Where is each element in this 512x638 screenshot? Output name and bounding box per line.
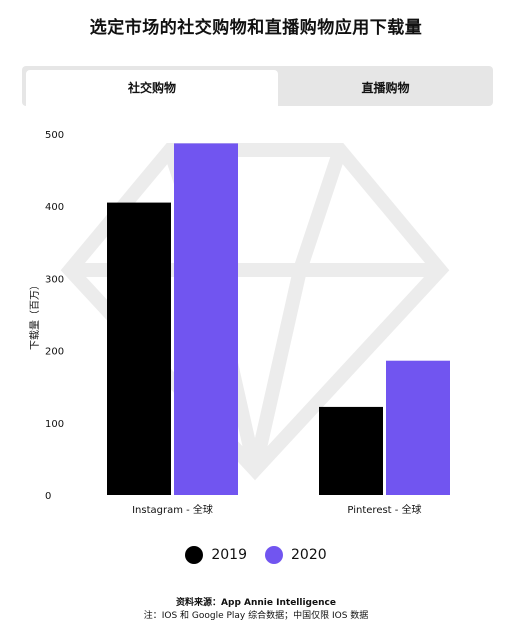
legend-item-2019[interactable]: 2019 — [185, 546, 247, 564]
note-text: 注：IOS 和 Google Play 综合数据；中国仅限 IOS 数据 — [143, 611, 369, 621]
bar-2020-1 — [386, 360, 450, 495]
bar-2019-0 — [107, 202, 171, 495]
x-tick-label: Pinterest - 全球 — [347, 503, 421, 516]
legend: 2019 2020 — [0, 543, 512, 567]
legend-label-2020: 2020 — [291, 547, 327, 563]
y-tick-label: 0 — [45, 491, 51, 502]
y-tick-label: 500 — [45, 130, 64, 141]
bar-chart: 0 100 200 300 400 500 下载量（百万） Instagram - 全球 Pin… — [29, 130, 450, 516]
bar-2019-1 — [319, 406, 383, 495]
tab-live-shopping[interactable]: 直播购物 — [361, 81, 410, 95]
legend-swatch-2020 — [265, 546, 283, 564]
chart-title: 选定市场的社交购物和直播购物应用下载量 — [89, 18, 423, 38]
legend-label-2019: 2019 — [211, 547, 247, 563]
legend-item-2020[interactable]: 2020 — [265, 546, 327, 564]
legend-swatch-2019 — [185, 546, 204, 564]
x-tick-label: Instagram - 全球 — [132, 503, 213, 516]
y-tick-label: 200 — [45, 347, 64, 358]
y-tick-label: 100 — [45, 419, 64, 430]
y-tick-label: 400 — [45, 202, 64, 213]
bar-2020-0 — [174, 143, 238, 496]
y-axis-label: 下载量（百万） — [29, 280, 41, 350]
tab-social-shopping[interactable]: 社交购物 — [26, 70, 278, 106]
y-tick-label: 300 — [45, 274, 64, 285]
source-text: 资料来源：App Annie Intelligence — [176, 598, 336, 608]
tab-bar: 社交购物 直播购物 — [22, 66, 493, 106]
